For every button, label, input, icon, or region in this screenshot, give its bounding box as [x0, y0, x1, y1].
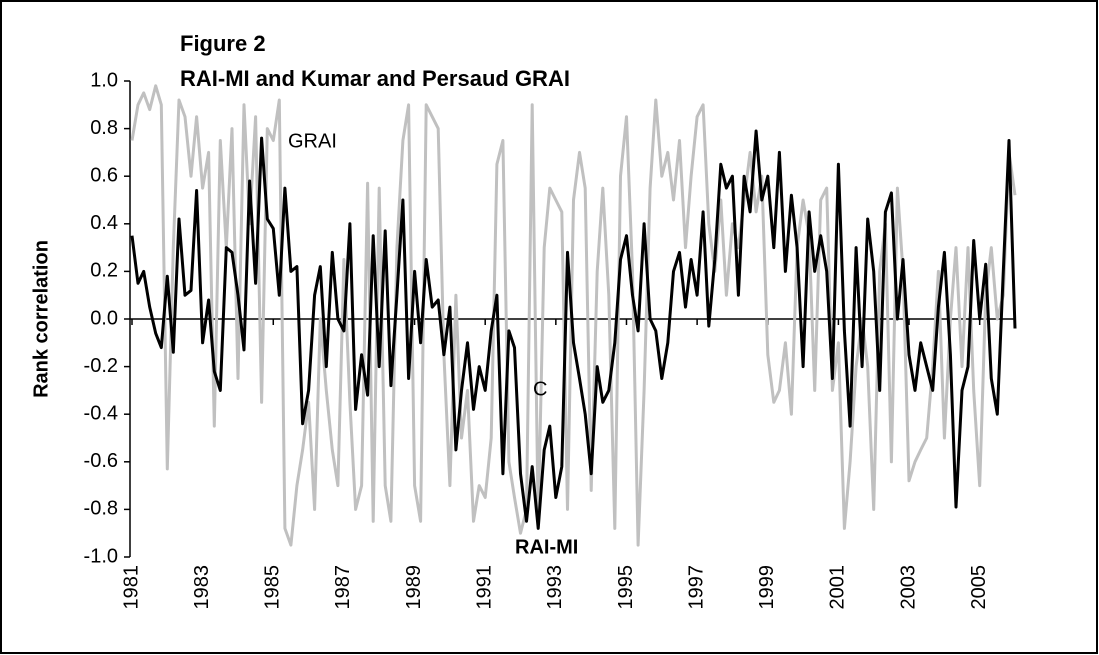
x-tick-label: 1995: [615, 565, 637, 610]
chart-subtitle: RAI-MI and Kumar and Persaud GRAI: [180, 66, 570, 91]
x-tick-label: 1985: [262, 565, 284, 610]
y-tick-label: 0.6: [90, 164, 118, 186]
y-tick-label: -0.2: [84, 355, 118, 377]
x-tick-label: 2005: [968, 565, 990, 610]
line-series: [130, 84, 1017, 547]
y-tick-label: 0.4: [90, 212, 118, 234]
y-tick-label: -0.6: [84, 450, 118, 472]
x-tick-label: 1983: [191, 565, 213, 610]
x-tick-label: 1987: [332, 565, 354, 610]
y-tick-label: -1.0: [84, 545, 118, 567]
y-tick-label: 0.2: [90, 260, 118, 282]
annotation: C: [533, 378, 547, 400]
y-tick-label: -0.8: [84, 498, 118, 520]
x-tick-label: 2003: [897, 565, 919, 610]
y-axis-label: Rank correlation: [30, 240, 52, 398]
y-tick-label: 1.0: [90, 69, 118, 91]
line-series: [130, 129, 1017, 530]
y-tick-label: -0.4: [84, 402, 118, 424]
annotation: GRAI: [288, 130, 337, 152]
x-tick-label: 1989: [403, 565, 425, 610]
x-tick-label: 2001: [827, 565, 849, 610]
annotation: RAI-MI: [515, 536, 578, 558]
x-tick-label: 1993: [544, 565, 566, 610]
y-tick-label: 0.8: [90, 117, 118, 139]
x-tick-label: 1991: [473, 565, 495, 610]
y-tick-label: 0.0: [90, 307, 118, 329]
x-tick-label: 1999: [756, 565, 778, 610]
x-tick-label: 1997: [685, 565, 707, 610]
chart-title: Figure 2: [180, 31, 266, 56]
x-tick-label: 1981: [120, 565, 142, 610]
